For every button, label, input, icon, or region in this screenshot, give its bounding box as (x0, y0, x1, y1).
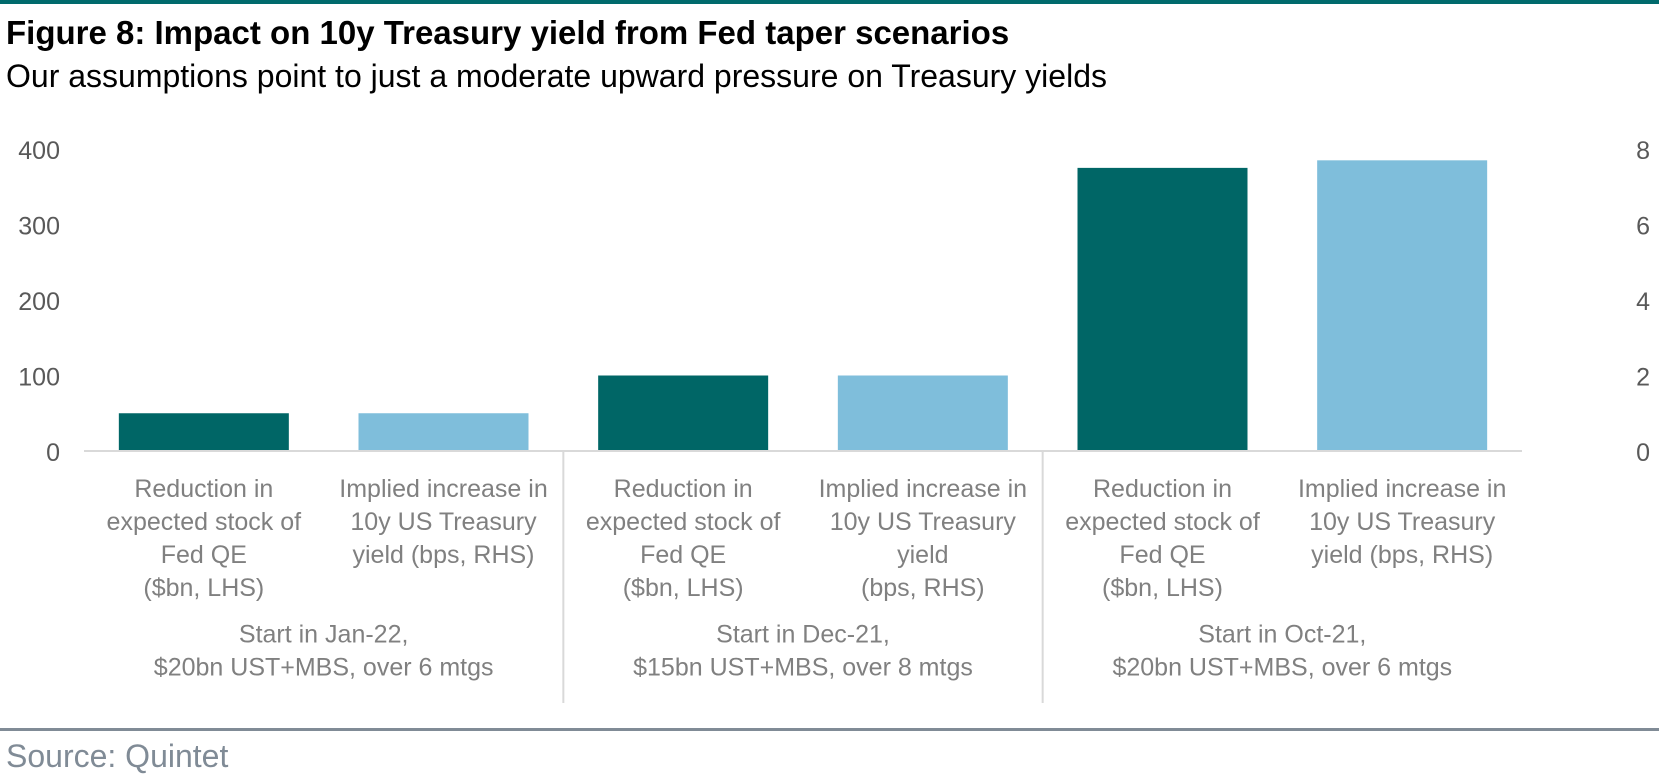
right-axis-tick-label: 8 (1636, 137, 1650, 165)
bar-category-label: 10y US Treasury (830, 508, 1017, 536)
left-axis-tick-label: 200 (18, 288, 60, 316)
bar-category-label: (bps, RHS) (861, 574, 985, 602)
bar-category-label: ($bn, LHS) (143, 574, 264, 602)
bar-category-label: Reduction in (134, 475, 273, 503)
right-axis-tick-label: 2 (1636, 364, 1650, 392)
scenario-group-label: Start in Oct-21, (1198, 621, 1366, 649)
top-rule (0, 0, 1659, 4)
yield-increase-bar (837, 375, 1008, 451)
scenario-group-label: $20bn UST+MBS, over 6 mtgs (1112, 654, 1452, 682)
yield-increase-bar (1317, 160, 1488, 451)
chart-area: 0 100 200 300 400 0 2 4 6 8 Reduction in expected s… (18, 137, 1650, 703)
bar-category-label: Fed QE (161, 541, 247, 569)
scenario-group-label: $15bn UST+MBS, over 8 mtgs (633, 654, 973, 682)
qe-reduction-bar (598, 375, 769, 451)
bar-category-label: Fed QE (640, 541, 726, 569)
bar-category-label: yield (bps, RHS) (353, 541, 535, 569)
scenario-group-label: Start in Jan-22, (239, 621, 409, 649)
bar-category-label: expected stock of (586, 508, 781, 536)
figure-title: Figure 8: Impact on 10y Treasury yield f… (6, 14, 1010, 51)
left-axis-tick-label: 100 (18, 364, 60, 392)
right-axis-tick-label: 4 (1636, 288, 1650, 316)
bar-category-label: 10y US Treasury (350, 508, 537, 536)
bar-category-label: Reduction in (614, 475, 753, 503)
bar-category-label: expected stock of (107, 508, 302, 536)
qe-reduction-bar (118, 413, 289, 451)
bar-category-label: yield (897, 541, 948, 569)
bar-category-label: ($bn, LHS) (623, 574, 744, 602)
figure-subtitle: Our assumptions point to just a moderate… (6, 58, 1107, 94)
bar-category-label: ($bn, LHS) (1102, 574, 1223, 602)
scenario-group-label: Start in Dec-21, (716, 621, 890, 649)
bar-category-label: Implied increase in (1298, 475, 1506, 503)
scenario-group-label: $20bn UST+MBS, over 6 mtgs (154, 654, 494, 682)
left-axis-tick-label: 0 (46, 439, 60, 467)
source-note: Source: Quintet (6, 738, 229, 774)
bar-category-label: Implied increase in (819, 475, 1027, 503)
left-axis-tick-label: 300 (18, 213, 60, 241)
bar-category-label: Reduction in (1093, 475, 1232, 503)
right-axis-tick-label: 0 (1636, 439, 1650, 467)
bar-category-label: expected stock of (1065, 508, 1260, 536)
source-rule (0, 728, 1659, 731)
bar-category-label: Fed QE (1119, 541, 1205, 569)
right-axis-tick-label: 6 (1636, 213, 1650, 241)
left-axis-tick-label: 400 (18, 137, 60, 165)
bar-category-label: Implied increase in (339, 475, 547, 503)
qe-reduction-bar (1077, 167, 1248, 451)
yield-increase-bar (358, 413, 529, 451)
bar-category-label: yield (bps, RHS) (1311, 541, 1493, 569)
bar-category-label: 10y US Treasury (1309, 508, 1496, 536)
